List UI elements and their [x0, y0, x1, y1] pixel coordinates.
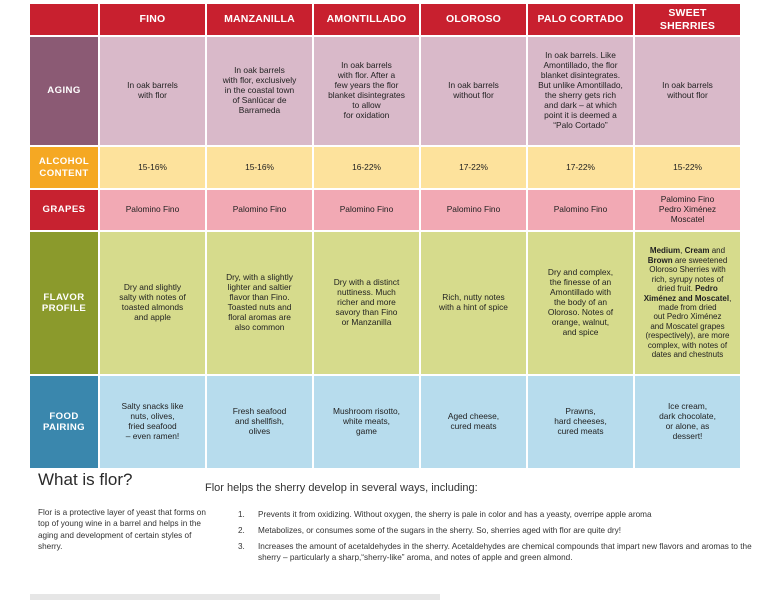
grapes-cell-amontillado: Palomino Fino [314, 190, 419, 230]
list-item: 3. Increases the amount of acetaldehydes … [238, 542, 758, 564]
column-header-palo-cortado: PALO CORTADO [528, 4, 633, 35]
alcohol-cell-amontillado: 16-22% [314, 147, 419, 188]
column-header-amontillado: AMONTILLADO [314, 4, 419, 35]
food-cell-sweet-sherries: Ice cream, dark chocolate, or alone, as … [635, 376, 740, 468]
column-header-sweet-sherries: SWEET SHERRIES [635, 4, 740, 35]
flor-definition: Flor is a protective layer of yeast that… [38, 508, 206, 551]
column-header-manzanilla: MANZANILLA [207, 4, 312, 35]
column-header-fino: FINO [100, 4, 205, 35]
aging-cell-sweet-sherries: In oak barrels without flor [635, 37, 740, 145]
row-label-alcohol-content: ALCOHOL CONTENT [30, 147, 98, 188]
sweet-cream-bold: Cream [684, 246, 710, 256]
flavor-cell-oloroso: Rich, nutty notes with a hint of spice [421, 232, 526, 374]
flavor-cell-amontillado: Dry with a distinct nuttiness. Much rich… [314, 232, 419, 374]
grapes-cell-oloroso: Palomino Fino [421, 190, 526, 230]
grapes-cell-fino: Palomino Fino [100, 190, 205, 230]
food-cell-manzanilla: Fresh seafood and shellfish, olives [207, 376, 312, 468]
sweet-text-3: are sweetened Oloroso Sherries with rich… [649, 255, 728, 294]
alcohol-cell-sweet-sherries: 15-22% [635, 147, 740, 188]
flor-section-title: What is flor? [38, 470, 133, 489]
sweet-brown-bold: Brown [647, 255, 673, 265]
flor-helps-heading: Flor helps the sherry develop in several… [205, 482, 478, 494]
list-item-text: Metabolizes, or consumes some of the sug… [258, 525, 621, 535]
food-cell-oloroso: Aged cheese, cured meats [421, 376, 526, 468]
row-label-flavor-profile: FLAVOR PROFILE [30, 232, 98, 374]
aging-cell-amontillado: In oak barrels with flor. After a few ye… [314, 37, 419, 145]
food-cell-fino: Salty snacks like nuts, olives, fried se… [100, 376, 205, 468]
row-label-food-pairing: FOOD PAIRING [30, 376, 98, 468]
flavor-cell-fino: Dry and slightly salty with notes of toa… [100, 232, 205, 374]
sweet-text-2: and [711, 246, 726, 256]
sweet-text-4: , made from dried out Pedro Ximénez and … [645, 293, 732, 360]
list-item-text: Increases the amount of acetaldehydes in… [258, 541, 752, 562]
aging-cell-manzanilla: In oak barrels with flor, exclusively in… [207, 37, 312, 145]
flavor-cell-sweet-sherries: Medium, Cream and Brown are sweetened Ol… [635, 232, 740, 374]
aging-cell-oloroso: In oak barrels without flor [421, 37, 526, 145]
food-cell-palo-cortado: Prawns, hard cheeses, cured meats [528, 376, 633, 468]
flavor-cell-palo-cortado: Dry and complex, the finesse of an Amont… [528, 232, 633, 374]
sweet-text-1: , [680, 246, 685, 256]
sherry-comparison-table: FINO MANZANILLA AMONTILLADO OLOROSO PALO… [30, 4, 740, 468]
list-item-number: 3. [238, 541, 245, 551]
aging-cell-palo-cortado: In oak barrels. Like Amontillado, the fl… [528, 37, 633, 145]
sweet-medium-bold: Medium [649, 246, 681, 256]
grapes-cell-manzanilla: Palomino Fino [207, 190, 312, 230]
list-item-number: 1. [238, 510, 245, 519]
food-cell-amontillado: Mushroom risotto, white meats, game [314, 376, 419, 468]
grapes-cell-palo-cortado: Palomino Fino [528, 190, 633, 230]
row-label-grapes: GRAPES [30, 190, 98, 230]
alcohol-cell-oloroso: 17-22% [421, 147, 526, 188]
sweet-px-moscatel-bold: Pedro Ximénez and Moscatel [643, 284, 730, 303]
alcohol-cell-palo-cortado: 17-22% [528, 147, 633, 188]
list-item: 2. Metabolizes, or consumes some of the s… [238, 526, 758, 537]
aging-cell-fino: In oak barrels with flor [100, 37, 205, 145]
row-label-aging: AGING [30, 37, 98, 145]
alcohol-cell-manzanilla: 15-16% [207, 147, 312, 188]
list-item-text: Prevents it from oxidizing. Without oxyg… [258, 510, 652, 519]
flor-benefits-list: 1. Prevents it from oxidizing. Without ox… [238, 510, 758, 569]
flavor-cell-manzanilla: Dry, with a slightly lighter and saltier… [207, 232, 312, 374]
grapes-cell-sweet-sherries: Palomino Fino Pedro Ximénez Moscatel [635, 190, 740, 230]
alcohol-cell-fino: 15-16% [100, 147, 205, 188]
table-corner [30, 4, 98, 35]
bottom-divider-bar [30, 594, 440, 600]
list-item-number: 2. [238, 525, 245, 535]
column-header-oloroso: OLOROSO [421, 4, 526, 35]
list-item: 1. Prevents it from oxidizing. Without ox… [238, 510, 758, 521]
